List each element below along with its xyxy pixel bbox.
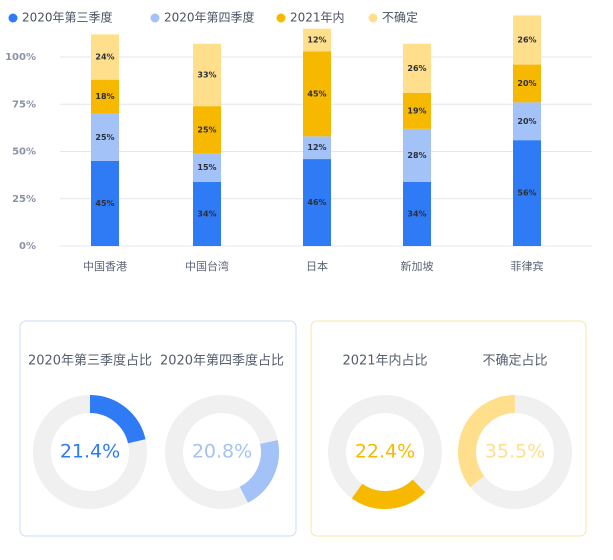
x-tick-label: 新加坡: [401, 259, 434, 273]
data-label: 12%: [307, 143, 326, 152]
data-label: 34%: [197, 209, 216, 218]
legend-label: 不确定: [382, 10, 418, 25]
x-tick-label: 日本: [306, 259, 328, 273]
donut-value: 20.8%: [192, 441, 252, 463]
donut-arc: [239, 440, 279, 503]
x-tick-label: 菲律宾: [511, 259, 544, 273]
bar-segment: [91, 113, 119, 161]
data-label: 18%: [95, 92, 114, 101]
bar-segment: [513, 102, 541, 141]
y-tick-label: 0%: [19, 241, 36, 252]
bar-segment: [303, 159, 331, 246]
donut-value: 35.5%: [485, 441, 545, 463]
legend-marker: [368, 13, 378, 23]
bar-segment: [193, 106, 221, 154]
donut-title: 2020年第四季度占比: [160, 353, 284, 369]
bar-segment: [403, 128, 431, 182]
bar-segment: [513, 15, 541, 65]
data-label: 28%: [407, 151, 426, 160]
donut-title: 2021年内占比: [342, 353, 427, 369]
legend-label: 2020年第三季度: [22, 10, 113, 25]
bar-segment: [91, 160, 119, 246]
data-label: 20%: [517, 79, 536, 88]
bar-segment: [303, 136, 331, 160]
bar-segment: [403, 181, 431, 246]
data-label: 12%: [307, 35, 326, 44]
data-label: 25%: [197, 125, 216, 134]
legend-marker: [276, 13, 286, 23]
data-label: 25%: [95, 133, 114, 142]
data-label: 20%: [517, 117, 536, 126]
data-label: 26%: [517, 35, 536, 44]
legend-marker: [150, 13, 160, 23]
legend-marker: [8, 13, 18, 23]
bar-segment: [403, 92, 431, 129]
data-label: 15%: [197, 163, 216, 172]
donut-title: 不确定占比: [482, 354, 547, 369]
bar-segment: [91, 34, 119, 80]
donut-arc: [458, 395, 516, 488]
donut-title: 2020年第三季度占比: [28, 353, 152, 369]
x-tick-label: 中国台湾: [185, 259, 229, 273]
data-label: 24%: [95, 53, 114, 62]
donut-value: 22.4%: [355, 441, 415, 463]
bar-segment: [513, 64, 541, 103]
bar-segment: [303, 51, 331, 137]
y-tick-label: 75%: [12, 99, 36, 110]
data-label: 26%: [407, 64, 426, 73]
x-tick-label: 中国香港: [83, 260, 127, 273]
y-tick-label: 50%: [12, 147, 36, 158]
data-label: 45%: [95, 199, 114, 208]
y-tick-label: 100%: [5, 52, 36, 63]
panel: [310, 320, 587, 537]
donut-value: 21.4%: [60, 441, 120, 463]
donut-arc: [89, 395, 146, 444]
bar-segment: [193, 43, 221, 107]
bar-segment: [193, 153, 221, 182]
donut-arc: [351, 479, 426, 509]
bar-segment: [193, 181, 221, 246]
data-label: 33%: [197, 70, 216, 79]
data-label: 45%: [307, 89, 326, 98]
data-label: 34%: [407, 209, 426, 218]
data-label: 19%: [407, 106, 426, 115]
bar-segment: [513, 140, 541, 246]
y-tick-label: 25%: [12, 194, 36, 205]
bar-segment: [403, 43, 431, 93]
bar-segment: [303, 28, 331, 52]
data-label: 46%: [307, 198, 326, 207]
legend-label: 2021年内: [290, 11, 345, 25]
legend-label: 2020年第四季度: [164, 10, 255, 25]
panel: [19, 320, 297, 537]
bar-segment: [91, 79, 119, 114]
data-label: 56%: [517, 189, 536, 198]
